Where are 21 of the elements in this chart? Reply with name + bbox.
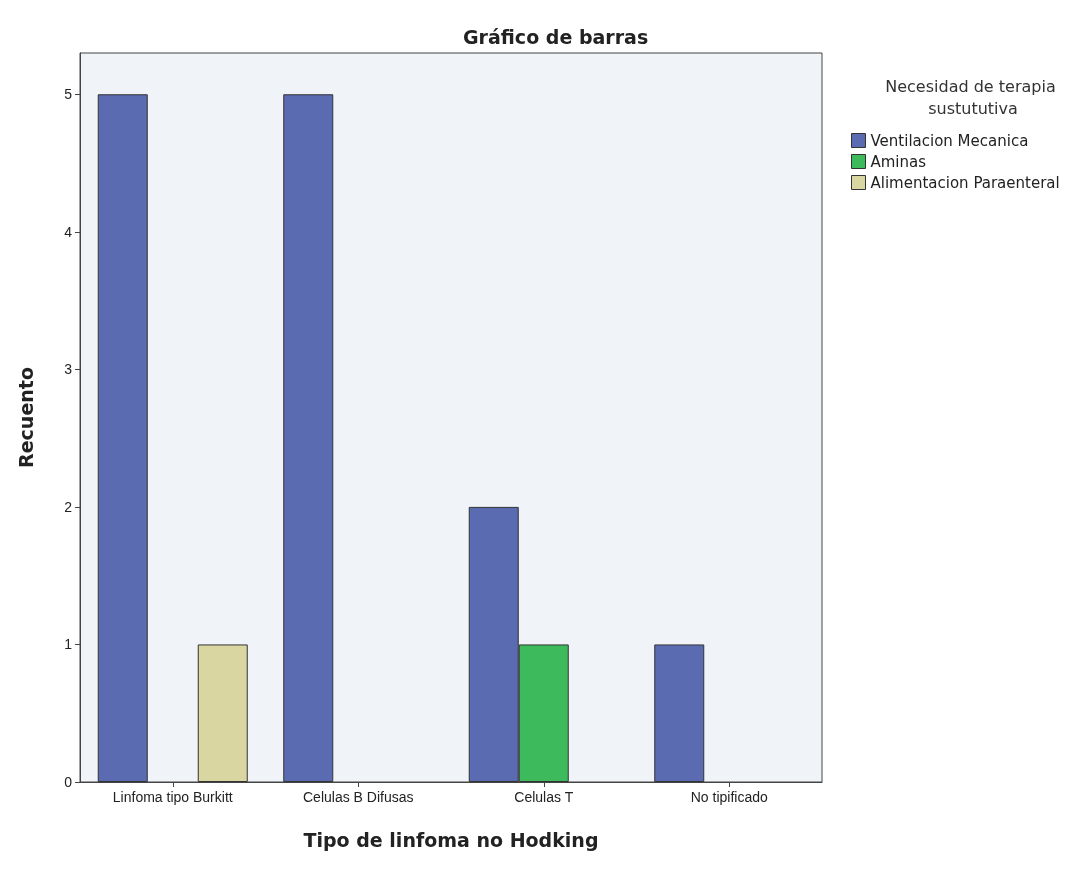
legend-label: Ventilacion Mecanica <box>870 131 1029 150</box>
legend-label: Alimentacion Paraenteral <box>870 173 1060 192</box>
y-tick-label: 1 <box>64 636 73 653</box>
y-tick-label: 0 <box>64 774 73 790</box>
y-tick-label: 5 <box>64 86 73 103</box>
bar <box>654 644 705 782</box>
x-tick-label: Celulas B Difusas <box>303 789 414 805</box>
y-tick-label: 3 <box>64 361 73 378</box>
bar <box>97 94 148 782</box>
legend-title: Necesidad de terapia sustututiva <box>885 76 1061 118</box>
y-tick-label: 2 <box>64 498 73 515</box>
bar <box>197 644 248 782</box>
x-tick-label: Celulas T <box>514 789 574 805</box>
y-tick-label: 4 <box>64 223 73 240</box>
legend-label: Aminas <box>870 152 927 171</box>
chart-title: Gráfico de barras <box>463 25 649 48</box>
y-axis-title: Recuento <box>14 367 37 468</box>
x-tick-label: Linfoma tipo Burkitt <box>112 789 233 805</box>
x-axis-title: Tipo de linfoma no Hodking <box>303 828 599 851</box>
x-tick-label: No tipificado <box>690 789 768 805</box>
bar <box>283 94 334 782</box>
